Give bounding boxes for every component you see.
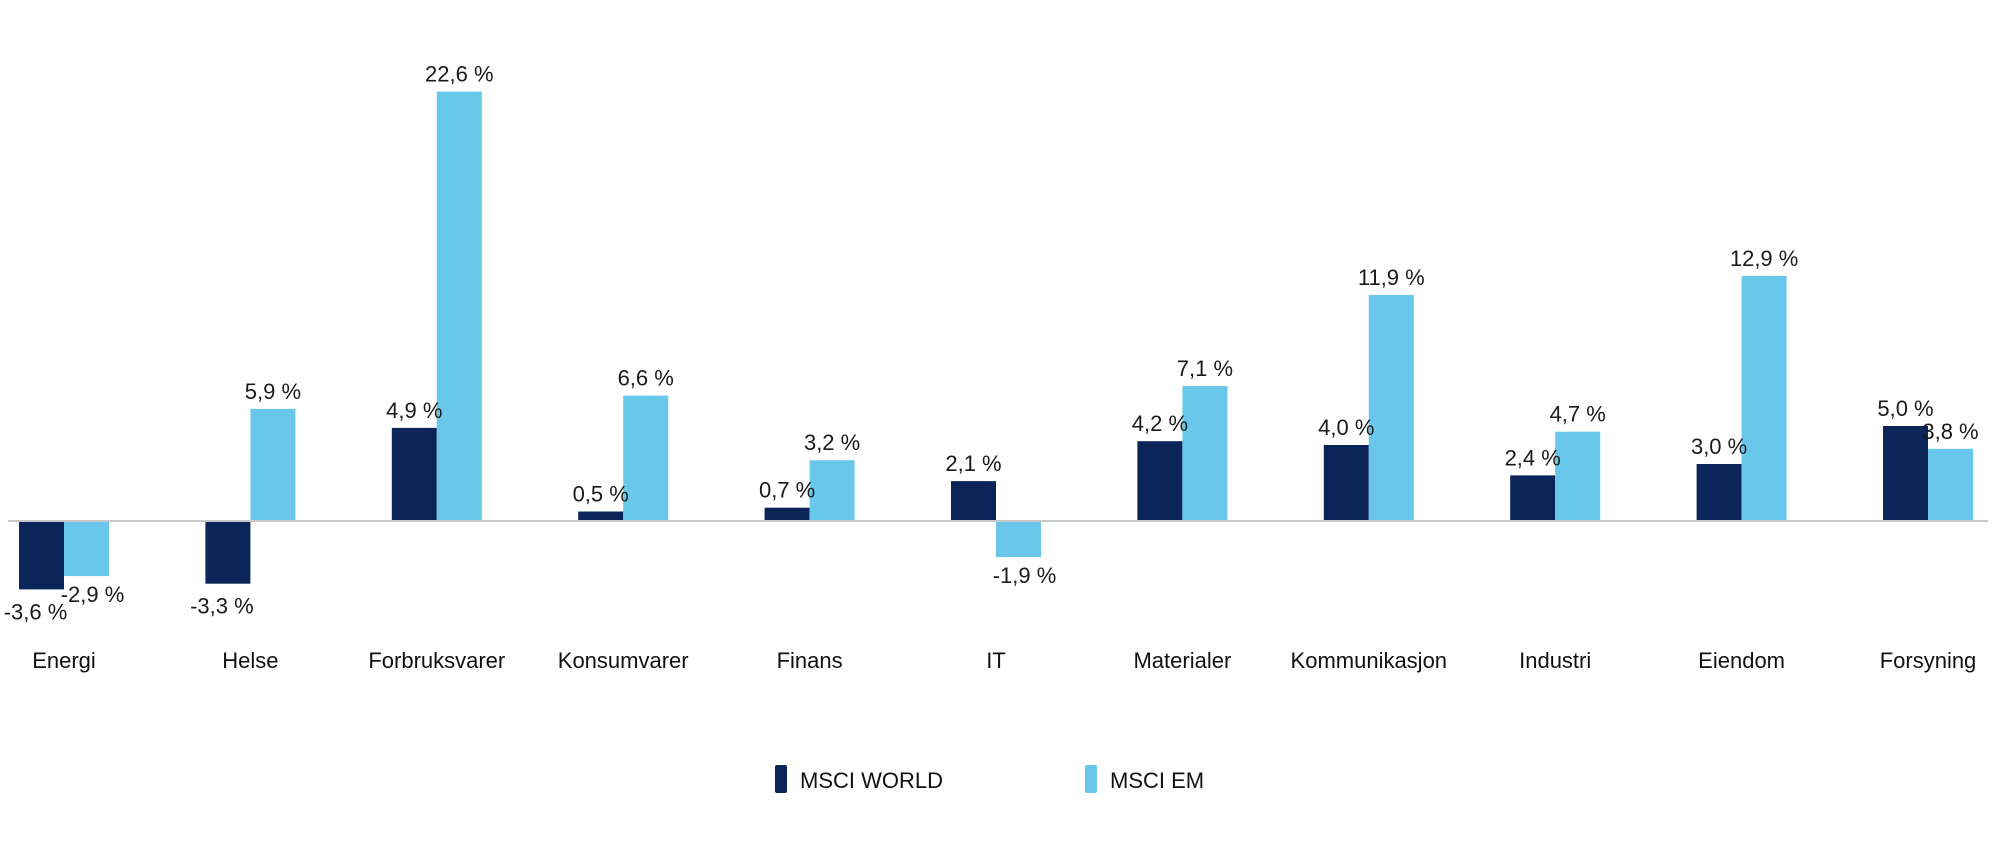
bar-msci-world-it xyxy=(951,481,996,521)
value-label: 12,9 % xyxy=(1730,246,1799,271)
bar-msci-world-konsumvarer xyxy=(578,511,624,521)
value-label: 3,2 % xyxy=(804,430,860,455)
bar-msci-world-energi xyxy=(19,521,64,590)
legend: MSCI WORLD MSCI EM xyxy=(775,765,1204,793)
category-label: Konsumvarer xyxy=(558,648,689,673)
category-label: Finans xyxy=(777,648,843,673)
bar-msci-em-konsumvarer xyxy=(623,395,669,521)
value-label: 0,5 % xyxy=(573,482,629,507)
category-label: Eiendom xyxy=(1698,648,1785,673)
value-label: 5,0 % xyxy=(1877,396,1933,421)
bar-msci-em-it xyxy=(996,521,1041,558)
value-label: 3,0 % xyxy=(1691,434,1747,459)
value-label: 11,9 % xyxy=(1358,265,1425,290)
category-label: Materialer xyxy=(1133,648,1231,673)
value-label: -1,9 % xyxy=(993,563,1057,588)
bar-msci-world-forbruksvarer xyxy=(391,427,437,521)
legend-label: MSCI EM xyxy=(1110,768,1204,793)
value-labels-group: -3,6 %-2,9 % -3,3 % 5,9 % 4,9 % 22,6 % 0,5 % 6… xyxy=(4,62,1979,625)
bars-group xyxy=(19,91,1973,590)
value-label: 2,1 % xyxy=(945,451,1001,476)
bar-msci-world-finans xyxy=(764,507,810,521)
legend-swatch xyxy=(1085,765,1097,793)
category-label: Kommunikasjon xyxy=(1291,648,1448,673)
value-label: -3,6 % xyxy=(4,599,68,624)
value-label: -2,9 % xyxy=(61,582,125,607)
bar-msci-em-kommunikasjon xyxy=(1368,294,1414,521)
category-label: IT xyxy=(986,648,1006,673)
bar-msci-world-forsyning xyxy=(1883,426,1928,521)
value-label: 4,9 % xyxy=(386,398,442,423)
bar-msci-em-energi xyxy=(64,521,109,577)
category-label: Energi xyxy=(32,648,96,673)
bar-msci-em-industri xyxy=(1555,431,1601,521)
legend-swatch xyxy=(775,765,787,793)
value-label: 3,8 % xyxy=(1922,419,1978,444)
bar-msci-em-helse xyxy=(250,408,296,521)
category-label: Forsyning xyxy=(1880,648,1977,673)
value-label: 2,4 % xyxy=(1505,445,1561,470)
value-label: 5,9 % xyxy=(245,379,301,404)
value-label: 0,7 % xyxy=(759,478,815,503)
bar-msci-em-forbruksvarer xyxy=(436,91,482,521)
bar-msci-world-industri xyxy=(1510,475,1556,521)
value-label: 4,2 % xyxy=(1132,411,1188,436)
bar-msci-world-materialer xyxy=(1137,441,1183,521)
legend-label: MSCI WORLD xyxy=(800,768,943,793)
bar-msci-world-helse xyxy=(205,521,251,584)
value-label: 6,6 % xyxy=(618,366,674,391)
category-label: Forbruksvarer xyxy=(368,648,505,673)
category-labels-group: Energi Helse Forbruksvarer Konsumvarer Finan… xyxy=(32,648,1976,673)
value-label: -3,3 % xyxy=(190,594,254,619)
value-label: 4,0 % xyxy=(1318,415,1374,440)
bar-msci-em-forsyning xyxy=(1928,448,1973,521)
bar-msci-em-eiendom xyxy=(1741,275,1787,521)
bar-msci-world-kommunikasjon xyxy=(1323,445,1369,521)
category-label: Industri xyxy=(1519,648,1591,673)
category-label: Helse xyxy=(222,648,278,673)
value-label: 4,7 % xyxy=(1550,402,1606,427)
bar-msci-world-eiendom xyxy=(1696,464,1742,521)
value-label: 7,1 % xyxy=(1177,356,1233,381)
value-label: 22,6 % xyxy=(425,62,494,87)
bar-msci-em-finans xyxy=(809,460,855,521)
bar-msci-em-materialer xyxy=(1182,386,1228,521)
